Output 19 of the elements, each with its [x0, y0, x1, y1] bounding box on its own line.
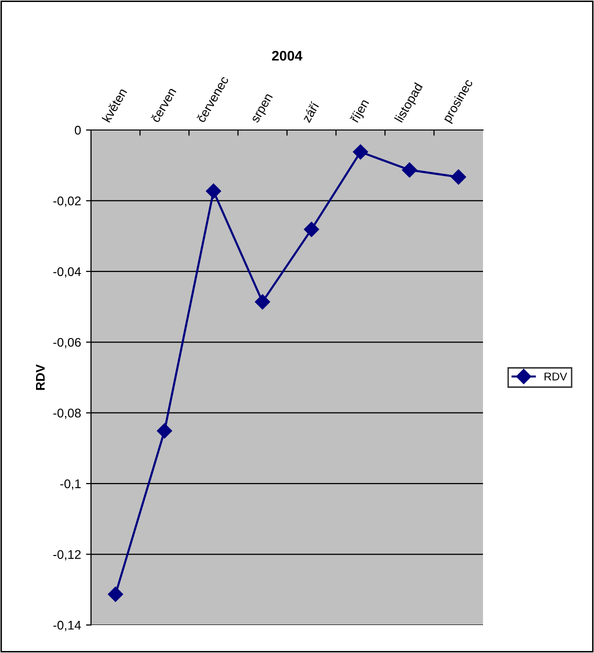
- y-tick-label: -0,04: [53, 267, 81, 278]
- legend-label: RDV: [544, 372, 568, 380]
- point: [352, 144, 368, 160]
- point: [304, 222, 320, 237]
- y-tick-label: -0,08: [53, 408, 81, 419]
- y-tick-label: -0,02: [53, 196, 81, 207]
- point: [450, 169, 466, 185]
- point: [206, 184, 222, 199]
- point: [402, 162, 418, 178]
- point: [156, 423, 172, 438]
- y-tick-label: 0: [74, 126, 81, 135]
- point: [108, 586, 124, 602]
- y-tick-label: -0,06: [53, 338, 81, 348]
- y-axis-title: RDV: [36, 364, 45, 390]
- y-tick-label: -0,12: [53, 550, 81, 560]
- point: [254, 294, 270, 310]
- y-tick-label: -0,14: [53, 620, 81, 632]
- y-tick-label: -0,1: [60, 479, 81, 490]
- chart-title: 2004: [272, 50, 302, 61]
